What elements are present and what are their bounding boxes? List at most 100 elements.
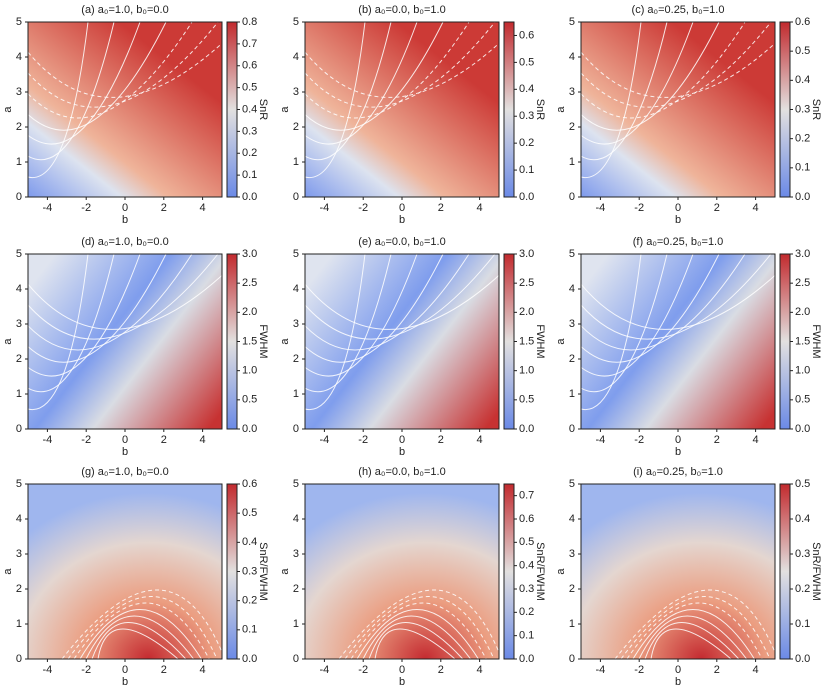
colorbar-tick-label: 0.0 [242,191,257,203]
contour [27,21,219,108]
y-tick-label: 4 [16,513,22,525]
colorbar [779,21,791,198]
y-tick-label: 5 [569,16,575,28]
contour [644,622,740,660]
contour [350,602,487,660]
y-tick-label: 3 [293,318,299,330]
x-axis-label: b [399,214,405,226]
x-tick-label: -4 [43,202,53,214]
y-axis-label: a [279,568,291,575]
y-tick-label: 1 [16,156,22,168]
x-tick-label: -4 [596,202,606,214]
x-tick-label: -4 [43,664,53,676]
contour [626,602,763,660]
contour [304,21,470,119]
y-tick-label: 3 [569,318,575,330]
colorbar-tick-label: 0.7 [242,38,257,50]
colorbar-tick-label: 0.0 [519,191,534,203]
colorbar-tick-label: 0.3 [242,125,257,137]
y-tick-label: 0 [16,191,22,203]
contour [27,253,89,411]
contour [91,622,187,660]
colorbar-tick-label: 0.5 [242,507,257,519]
colorbar-tick-label: 0.0 [795,191,810,203]
y-tick-label: 4 [16,51,22,63]
y-tick-label: 0 [293,423,299,435]
y-axis-label: a [555,568,567,575]
colorbar-tick-label: 2.0 [519,306,534,318]
x-tick-label: 0 [122,664,128,676]
colorbar-tick-label: 0.3 [519,110,534,122]
y-tick-label: 0 [16,423,22,435]
y-tick-label: 5 [16,478,22,490]
x-tick-label: -2 [634,202,644,214]
contour [27,253,219,340]
contour [304,253,470,351]
colorbar [779,483,791,660]
y-axis-label: a [279,106,291,113]
colorbar-tick-label: 0.7 [519,490,534,502]
x-tick-label: -2 [358,664,368,676]
colorbar-tick-label: 0.5 [795,478,810,490]
y-tick-label: 5 [293,478,299,490]
contour [304,21,522,98]
contour [580,21,694,145]
heatmap-field [581,484,775,659]
colorbar-tick-label: 0.4 [519,560,534,572]
contour [27,253,193,351]
contour [73,602,210,660]
contour [374,628,456,660]
y-tick-label: 1 [293,156,299,168]
panel: -4 -2 0 2 4 0 1 2 3 4 5 b a (h) a₀=0.0, b₀=1.0 0.0 0.1 0… [279,466,546,688]
x-tick-label: 4 [753,434,759,446]
x-tick-label: 0 [675,664,681,676]
colorbar-tick-label: 0.4 [242,536,257,548]
y-tick-label: 0 [293,191,299,203]
contour [356,609,479,660]
contour [338,589,503,660]
x-tick-label: 0 [399,664,405,676]
colorbar-tick-label: 1.0 [795,365,810,377]
colorbar-tick-label: 0.5 [519,536,534,548]
colorbar-tick-label: 0.4 [242,103,257,115]
x-tick-label: -2 [81,202,91,214]
panel-title: (d) a₀=1.0, b₀=0.0 [81,236,168,248]
panel: -4 -2 0 2 4 0 1 2 3 4 5 b a (i) a₀=0.25, b₀=1.0 0.0 0.1… [555,466,822,688]
heatmap-field [28,254,222,429]
y-tick-label: 0 [569,423,575,435]
heatmap-field [28,22,222,197]
x-tick-label: -4 [320,434,330,446]
colorbar-label: SnR [534,99,546,120]
panel-title: (h) a₀=0.0, b₀=1.0 [358,466,445,478]
y-tick-label: 2 [569,353,575,365]
colorbar [503,483,515,660]
panel-title: (b) a₀=0.0, b₀=1.0 [358,4,445,16]
contour [580,21,798,98]
x-axis-label: b [399,446,405,458]
x-tick-label: 0 [122,434,128,446]
panel-title: (f) a₀=0.25, b₀=1.0 [633,236,723,248]
contour [362,615,471,660]
colorbar-tick-label: 0.0 [519,423,534,435]
y-tick-label: 1 [16,618,22,630]
contour [580,21,772,108]
y-tick-label: 3 [569,86,575,98]
y-tick-label: 2 [569,583,575,595]
colorbar-label: SnR/FWHM [257,542,269,601]
contour [85,615,194,660]
y-tick-label: 2 [569,121,575,133]
colorbar-tick-label: 0.2 [795,583,810,595]
panel-title: (e) a₀=0.0, b₀=1.0 [358,236,445,248]
panel: -4 -2 0 2 4 0 1 2 3 4 5 b a (e) a₀=0.0, b₀=1.0 0.0 0.5 1… [279,236,546,458]
heatmap-field [305,254,499,429]
y-tick-label: 5 [16,248,22,260]
colorbar-tick-label: 0.6 [242,60,257,72]
contour [580,253,668,393]
colorbar-tick-label: 0.2 [519,137,534,149]
panel: -4 -2 0 2 4 0 1 2 3 4 5 b a (d) a₀=1.0, b₀=0.0 0.0 0.5 1… [2,236,269,458]
contour [304,21,418,145]
colorbar-tick-label: 0.4 [795,74,810,86]
colorbar [226,253,238,430]
colorbar-label: FWHM [257,324,269,358]
